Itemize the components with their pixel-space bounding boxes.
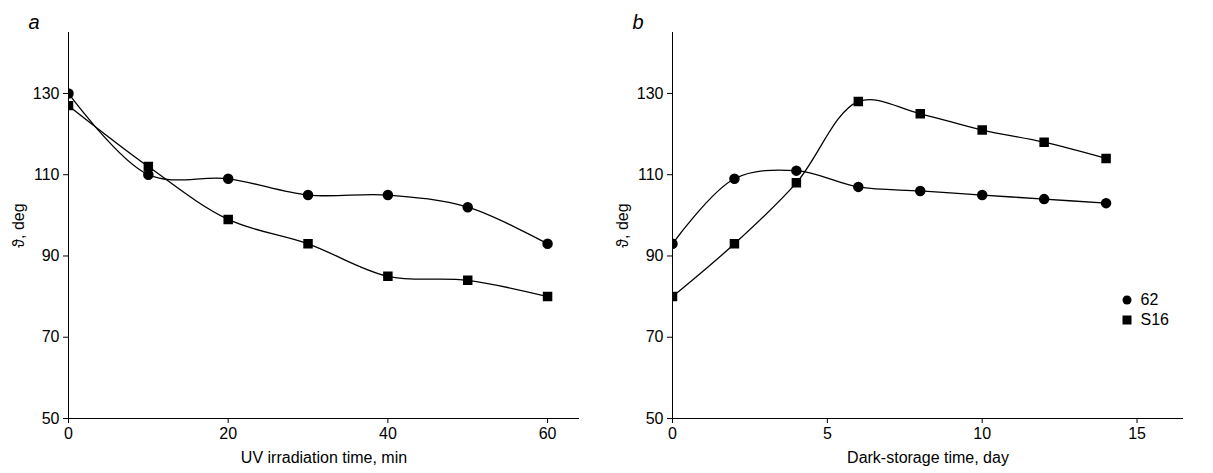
svg-text:110: 110	[638, 166, 664, 183]
svg-text:15: 15	[1128, 425, 1146, 442]
svg-text:50: 50	[646, 410, 664, 427]
svg-text:b: b	[633, 11, 644, 33]
svg-text:110: 110	[34, 166, 60, 183]
svg-text:70: 70	[646, 328, 664, 345]
svg-text:70: 70	[42, 328, 60, 345]
html-text:S16: S16	[1140, 311, 1169, 328]
svg-text:UV irradiation time, min: UV irradiation time, min	[241, 449, 407, 466]
svg-text:50: 50	[42, 410, 60, 427]
svg-text:5: 5	[823, 425, 832, 442]
svg-text:60: 60	[539, 425, 557, 442]
svg-text:a: a	[29, 11, 40, 33]
svg-text:130: 130	[637, 85, 664, 102]
svg-text:40: 40	[379, 425, 397, 442]
svg-text:20: 20	[219, 425, 237, 442]
svg-text:ϑ, deg: ϑ, deg	[614, 203, 631, 247]
svg-text:10: 10	[973, 425, 991, 442]
svg-text:Dark-storage time, day: Dark-storage time, day	[847, 449, 1009, 466]
svg-text:90: 90	[42, 247, 60, 264]
svg-text:130: 130	[33, 85, 60, 102]
svg-text:ϑ, deg: ϑ, deg	[10, 203, 27, 247]
html-text:62: 62	[1140, 291, 1159, 308]
svg-text:0: 0	[64, 425, 73, 442]
svg-text:90: 90	[646, 247, 664, 264]
svg-text:0: 0	[668, 425, 677, 442]
